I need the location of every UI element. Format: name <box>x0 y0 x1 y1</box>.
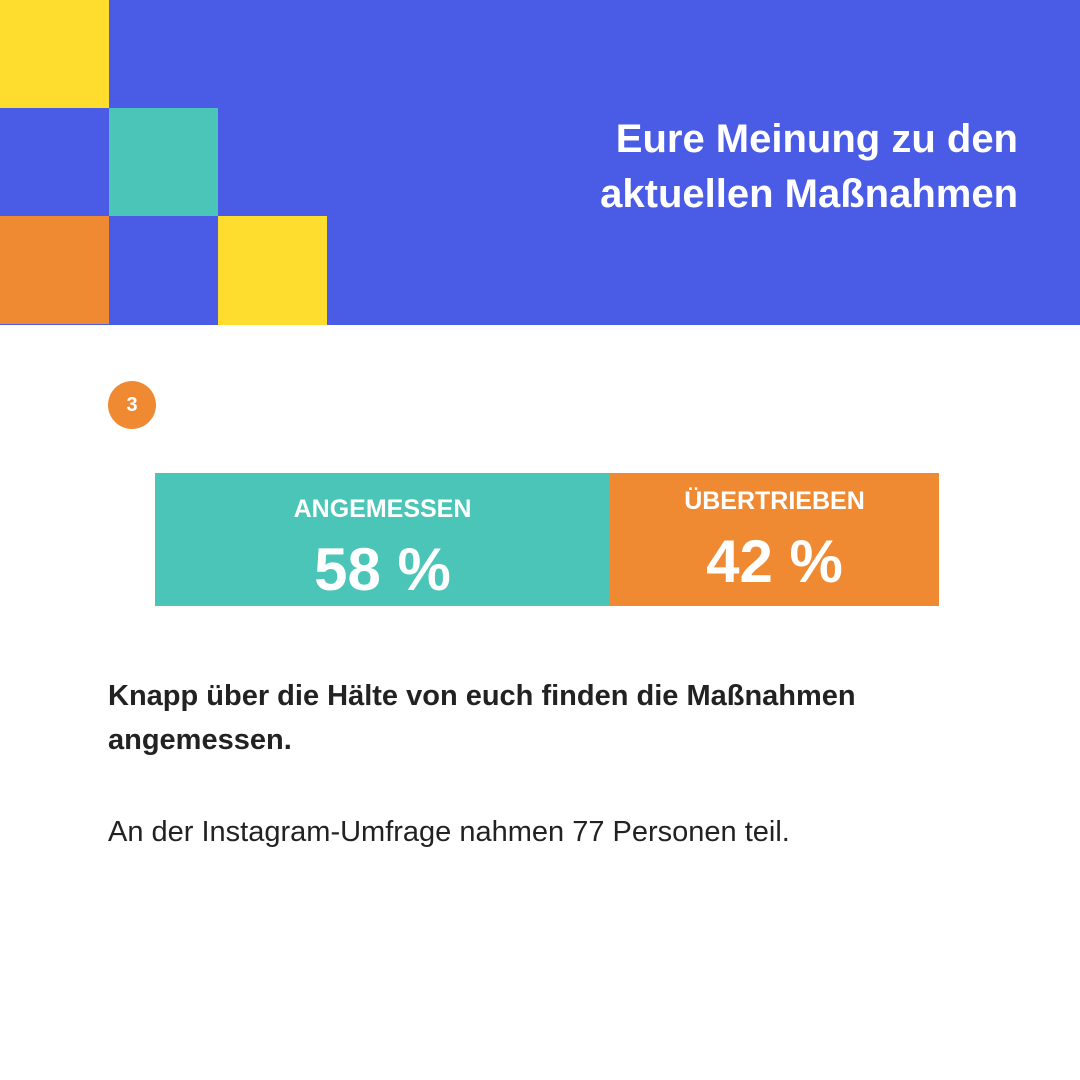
category-label-angemessen: ANGEMESSEN <box>294 495 472 523</box>
category-label-bertrieben: ÜBERTRIEBEN <box>684 486 865 515</box>
participants-note: An der Instagram-Umfrage nahmen 77 Perso… <box>108 816 790 848</box>
page-title: Eure Meinung zu den aktuellen Maßnahmen <box>418 112 1018 222</box>
bar-segment-bertrieben <box>610 473 939 606</box>
value-label-bertrieben: 42 % <box>706 528 843 595</box>
decor-tile-orange <box>0 216 109 324</box>
step-number-badge: 3 <box>108 381 156 429</box>
value-label-angemessen: 58 % <box>314 536 451 603</box>
decor-tile-teal <box>109 108 218 216</box>
summary-line-1: Knapp über die Hälte von euch finden die… <box>108 680 856 712</box>
decor-tile-yellow <box>0 0 109 108</box>
decor-tile-yellow-2 <box>218 216 327 325</box>
title-line-1: Eure Meinung zu den <box>615 117 1018 161</box>
header-banner: Eure Meinung zu den aktuellen Maßnahmen <box>0 0 1080 325</box>
stacked-bar-chart: ANGEMESSEN 58 % ÜBERTRIEBEN 42 % <box>155 473 939 606</box>
bar-segment-angemessen <box>155 473 610 606</box>
summary-line-2: angemessen. <box>108 724 292 756</box>
summary-text: Knapp über die Hälte von euch finden die… <box>108 674 988 762</box>
poll-result-bar: ANGEMESSEN 58 % ÜBERTRIEBEN 42 % <box>155 473 939 606</box>
title-line-2: aktuellen Maßnahmen <box>600 172 1018 216</box>
